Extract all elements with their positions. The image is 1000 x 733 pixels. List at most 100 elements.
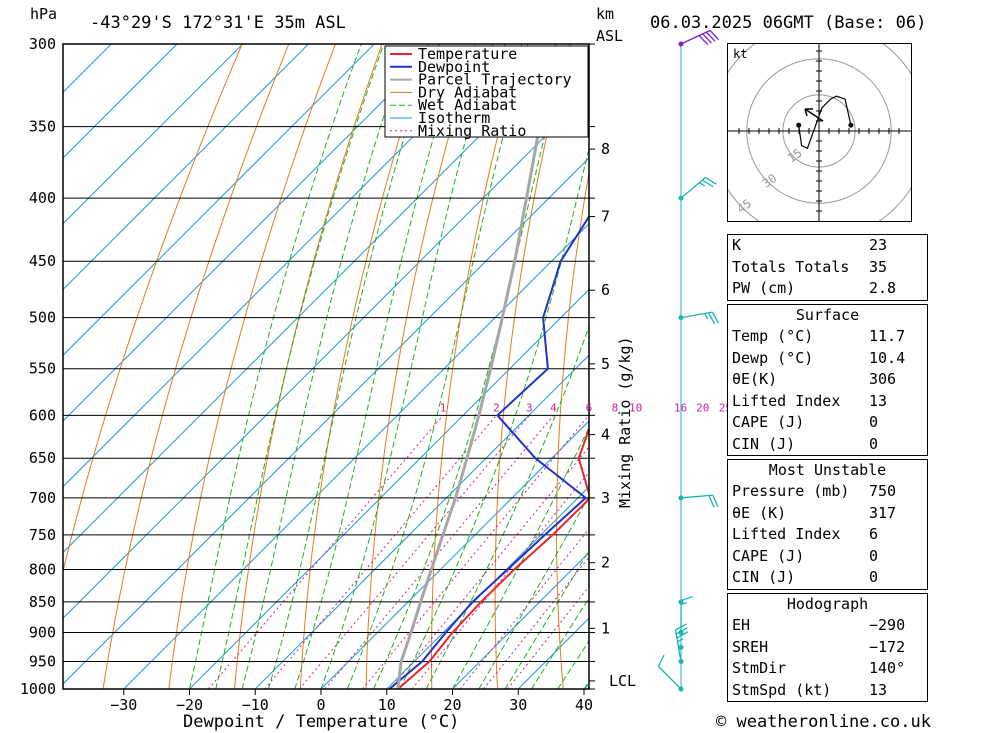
mixing-ratio-label: 3 (526, 401, 533, 414)
isotherm-line (452, 551, 589, 689)
wind-barb-dot (678, 644, 684, 650)
parcel-trajectory-line (396, 44, 558, 689)
pressure-tick-label: 550 (29, 360, 56, 378)
km-tick-label: 7 (601, 208, 610, 226)
table-row: Temp (°C) 11.7 (728, 326, 927, 348)
table-row-label: PW (cm) (732, 279, 796, 297)
wind-barb-flag (702, 33, 712, 44)
table-row-value: 0 (869, 546, 879, 565)
table-row-value: 6 (869, 525, 879, 543)
legend-entry: Dewpoint (418, 58, 490, 76)
surface-title: Surface (795, 306, 860, 324)
x-tick-label: −20 (176, 696, 203, 714)
table-row: θE (K) 317 (728, 503, 927, 525)
table-row-value: 35 (869, 257, 888, 276)
wet-adiabat-line (294, 44, 463, 689)
x-axis-title: Dewpoint / Temperature (°C) (183, 712, 459, 732)
km-tick-label: 1 (601, 619, 610, 637)
table-row: CAPE (J) 0 (728, 546, 927, 568)
pressure-tick-label: 500 (29, 309, 56, 327)
mixing-ratio-label: 6 (586, 401, 593, 414)
table-row-label: Lifted Index (732, 391, 841, 410)
legend-entry: Temperature (418, 45, 517, 63)
km-tick-label: 5 (601, 355, 610, 373)
isobar-grid (63, 43, 595, 690)
x-tick-label: 0 (316, 696, 325, 714)
isotherm-line (254, 354, 589, 689)
table-row-value: 23 (869, 236, 888, 254)
wet-adiabat-line (504, 549, 589, 689)
pressure-tick-label: 300 (29, 35, 56, 53)
unstable-table: Most Unstable Pressure (mb) 750 θE (K) 317 L… (727, 459, 928, 590)
wind-barb-flag (708, 495, 715, 508)
hodograph-ring-label: 45 (734, 196, 754, 216)
table-row-label: CIN (J) (732, 434, 796, 453)
hodograph-title: Hodograph (786, 595, 869, 613)
km-tick-label: 2 (601, 554, 610, 572)
dry-adiabat-line (674, 44, 709, 689)
table-row: StmDir 140° (728, 658, 927, 680)
indices-table: K 23 Totals Totals 35 PW (cm) 2.8 (727, 234, 928, 301)
table-row-label: CIN (J) (732, 568, 796, 586)
mixing-ratio-label: 20 (696, 401, 709, 414)
mixing-ratio-line (483, 556, 589, 689)
asl-unit-label: ASL (596, 27, 623, 45)
isotherm-line (63, 91, 589, 619)
wet-adiabat-line (215, 44, 385, 689)
table-row: EH −290 (728, 615, 927, 637)
wind-barb-staff (680, 29, 711, 45)
x-tick-label: 30 (509, 696, 527, 714)
table-row-label: θE(K) (732, 370, 778, 388)
wind-barb-half (680, 601, 688, 606)
wind-barb-flag (708, 312, 716, 325)
table-row-value: −172 (869, 637, 906, 656)
table-row-label: StmSpd (kt) (732, 680, 832, 699)
dewpoint-line (388, 214, 589, 689)
wind-barb-flag (712, 494, 719, 507)
hpa-unit-label: hPa (30, 5, 57, 23)
km-tick-label: 3 (601, 489, 610, 507)
dry-adiabat-line (938, 44, 1000, 689)
x-tick-label: 20 (443, 696, 461, 714)
pressure-tick-label: 1000 (20, 680, 56, 698)
table-row-value: 750 (869, 482, 897, 500)
hodograph-ring-label: 15 (785, 146, 805, 166)
mixing-ratio-line (264, 415, 497, 689)
wet-adiabat-line (346, 44, 529, 689)
wind-barb-flag (702, 179, 714, 188)
mixing-ratio-label: 2 (493, 401, 500, 414)
isotherm-line (63, 44, 375, 356)
wet-adiabat-line (241, 44, 409, 689)
wind-barb-staff (674, 629, 682, 662)
isotherm-line (63, 44, 309, 291)
wind-barb-flag (709, 30, 720, 41)
isotherm-line (63, 44, 441, 422)
dry-adiabat-line (987, 44, 1000, 689)
table-row: Totals Totals 35 (728, 257, 927, 279)
wind-barb-staff (680, 177, 706, 199)
temperature-line (397, 426, 589, 689)
pressure-tick-label: 750 (29, 526, 56, 544)
table-row-value: 306 (869, 370, 897, 388)
km-tick-label: 8 (601, 140, 610, 158)
wind-barb-flag (657, 654, 665, 667)
wet-adiabat-line (452, 426, 589, 689)
wind-barb-flag (675, 623, 687, 631)
mixing-ratio-line (362, 415, 589, 689)
wind-barb-flag (680, 595, 694, 602)
x-tick-label: −30 (110, 696, 137, 714)
mixing-ratio-line (459, 528, 589, 689)
table-row-value: 0 (869, 568, 879, 586)
x-tick-label: 10 (378, 696, 396, 714)
mixing-ratio-line (411, 471, 589, 689)
table-row-label: EH (732, 616, 751, 634)
wind-barb-staff (680, 311, 713, 319)
table-row: StmSpd (kt) 13 (728, 680, 927, 702)
datetime-title: 06.03.2025 06GMT (Base: 06) (650, 13, 926, 33)
surface-table: Surface Temp (°C) 11.7 Dewp (°C) 10.4 θE(K) 3… (727, 304, 928, 456)
table-row: Dewp (°C) 10.4 (728, 348, 927, 370)
hodograph-panel: 15 30 45 kt (710, 22, 928, 240)
table-row-label: θE (K) (732, 503, 787, 522)
wind-barb-half (699, 182, 706, 187)
